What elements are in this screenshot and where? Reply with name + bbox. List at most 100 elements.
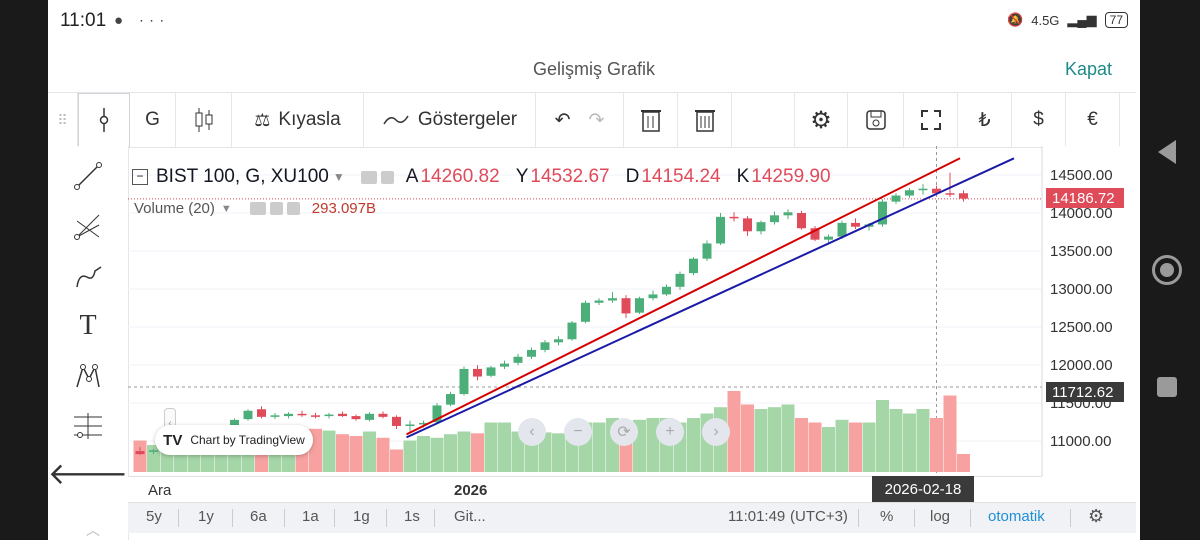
tradingview-badge[interactable]: TV Chart by TradingView: [155, 425, 313, 455]
text-tool[interactable]: T: [48, 301, 128, 351]
currency-eur-button[interactable]: €: [1066, 93, 1120, 147]
trendline-tool[interactable]: [48, 151, 128, 201]
y-tick-label: 13000.00: [1050, 281, 1113, 298]
candle-body: [621, 298, 631, 314]
scroll-left-icon[interactable]: ‹: [518, 418, 546, 446]
fullscreen-button[interactable]: [904, 93, 958, 147]
zoom-out-icon[interactable]: −: [564, 418, 592, 446]
divider: [334, 509, 335, 527]
range-1g-button[interactable]: 1g: [353, 508, 370, 525]
crosshair-tool-button[interactable]: [78, 93, 130, 147]
back-nav-icon[interactable]: [1158, 140, 1176, 164]
candle-body: [243, 410, 253, 420]
volume-bar: [538, 432, 552, 472]
range-1y-button[interactable]: 1y: [198, 508, 214, 525]
candle-body: [446, 394, 455, 405]
measure-tool[interactable]: [48, 401, 128, 451]
close-key: K: [736, 166, 750, 187]
status-time: 11:01: [60, 10, 107, 31]
y-tick-label: 14500.00: [1050, 167, 1113, 184]
candle-body: [351, 416, 361, 420]
chevron-down-icon[interactable]: ▼: [220, 202, 232, 215]
range-6a-button[interactable]: 6a: [250, 508, 267, 525]
delete-indicators-button[interactable]: [678, 93, 732, 147]
volume-bar: [687, 418, 700, 472]
pattern-icon: [76, 364, 100, 388]
scroll-right-icon[interactable]: ›: [702, 418, 730, 446]
close-button[interactable]: Kapat: [1064, 59, 1112, 79]
symbol-label[interactable]: BIST 100, G, XU100: [156, 166, 329, 187]
high-value: 14532.67: [530, 166, 610, 187]
candle-body: [392, 416, 401, 426]
candle-body: [594, 300, 604, 303]
candle-body: [567, 322, 577, 340]
undo-icon[interactable]: ↶: [554, 109, 571, 131]
candle-body: [824, 236, 833, 240]
divider: [232, 509, 233, 527]
candle-body: [378, 413, 388, 417]
gear-icon[interactable]: [380, 170, 394, 184]
volume-bar: [349, 436, 363, 472]
candle-body: [149, 450, 158, 452]
candle-type-button[interactable]: [176, 93, 232, 147]
drag-handle-icon[interactable]: ⠿: [48, 93, 78, 147]
fib-tool[interactable]: [48, 201, 128, 251]
mute-icon: 🔕: [1007, 12, 1024, 27]
cursor-icon: [99, 108, 109, 132]
home-nav-icon[interactable]: [1152, 255, 1182, 285]
candle-body: [905, 190, 914, 196]
divider: [386, 509, 387, 527]
chart-legend: − BIST 100, G, XU100 ▼ A 14260.82 Y 1453…: [132, 166, 847, 188]
chevron-up-icon[interactable]: ︿: [86, 522, 100, 538]
volume-bar: [808, 422, 822, 472]
range-5y-button[interactable]: 5y: [146, 508, 162, 525]
legend-collapse-icon[interactable]: −: [132, 169, 148, 185]
goto-date-button[interactable]: Git...: [454, 508, 486, 525]
indicators-button[interactable]: Göstergeler: [364, 93, 536, 147]
device-frame-left: [0, 0, 48, 540]
close-icon[interactable]: [286, 202, 300, 215]
candle-body: [500, 363, 509, 367]
candle-body: [540, 342, 550, 350]
y-tick-label: 13500.00: [1050, 243, 1113, 260]
candle-body: [878, 201, 887, 225]
volume-bar: [916, 409, 930, 472]
delete-drawings-button[interactable]: [624, 93, 678, 147]
chevron-down-icon[interactable]: ▼: [332, 170, 345, 184]
hide-toolbar-button[interactable]: 🡐: [48, 449, 128, 499]
high-key: Y: [515, 166, 529, 187]
candle-body: [608, 298, 617, 301]
candle-body: [284, 413, 293, 417]
timezone-button[interactable]: (UTC+3): [790, 508, 848, 525]
pattern-tool[interactable]: [48, 351, 128, 401]
volume-bar: [849, 422, 862, 472]
log-toggle[interactable]: log: [930, 508, 951, 525]
save-button[interactable]: [848, 93, 904, 147]
currency-try-button[interactable]: ₺: [958, 93, 1012, 147]
currency-usd-button[interactable]: $: [1012, 93, 1066, 147]
gear-icon[interactable]: [269, 202, 283, 215]
volume-label[interactable]: Volume (20): [134, 200, 215, 217]
trendline-lower: [406, 157, 1015, 439]
settings-button[interactable]: ⚙: [794, 93, 848, 147]
crosshair-price-tag: 11712.62: [1046, 382, 1124, 402]
candle-body: [675, 273, 685, 287]
eye-icon[interactable]: [249, 202, 266, 215]
gear-icon[interactable]: ⚙: [1088, 506, 1105, 526]
recents-nav-icon[interactable]: [1157, 377, 1177, 397]
auto-scale-toggle[interactable]: otomatik: [988, 508, 1045, 525]
fullscreen-icon: [920, 110, 941, 130]
candle-body: [270, 415, 280, 417]
zoom-in-icon[interactable]: +: [656, 418, 684, 446]
range-1a-button[interactable]: 1a: [302, 508, 319, 525]
eye-icon[interactable]: [360, 170, 377, 184]
compare-button[interactable]: ⚖ Kıyasla: [232, 93, 364, 147]
reset-icon[interactable]: ⟳: [610, 418, 638, 446]
range-1s-button[interactable]: 1s: [404, 508, 420, 525]
candle-body: [783, 212, 793, 216]
brush-tool[interactable]: [48, 251, 128, 301]
percent-toggle[interactable]: %: [880, 508, 894, 525]
open-value: 14260.82: [420, 166, 500, 187]
redo-icon[interactable]: ↷: [588, 109, 605, 131]
interval-button[interactable]: G: [130, 93, 176, 147]
